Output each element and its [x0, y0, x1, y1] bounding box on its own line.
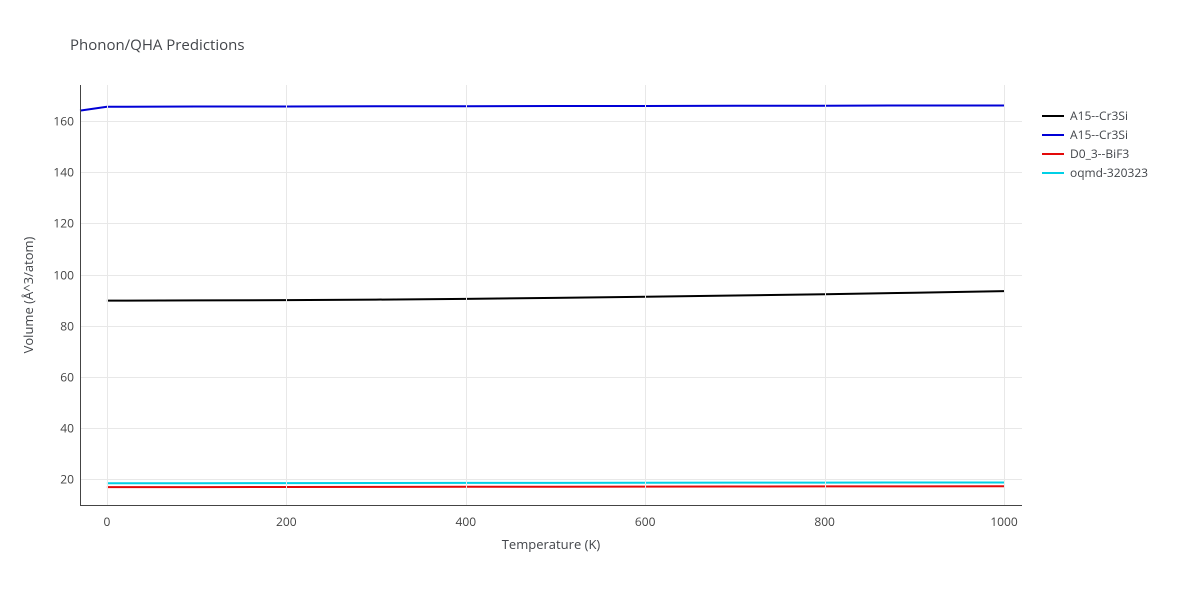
y-tick-label: 100 [46, 266, 74, 283]
x-tick-label: 200 [276, 513, 297, 530]
series-line[interactable] [107, 291, 1004, 300]
y-axis-title: Volume (Å^3/atom) [19, 237, 37, 354]
gridline-h [80, 223, 1022, 224]
legend-label: A15--Cr3Si [1070, 107, 1128, 124]
y-tick-label: 60 [46, 368, 74, 385]
gridline-h [80, 326, 1022, 327]
series-line[interactable] [80, 105, 1004, 110]
legend-swatch [1042, 153, 1064, 155]
x-tick-label: 1000 [990, 513, 1017, 530]
gridline-h [80, 275, 1022, 276]
legend-item[interactable]: D0_3--BiF3 [1042, 144, 1148, 163]
gridline-h [80, 172, 1022, 173]
legend-swatch [1042, 115, 1064, 117]
series-line[interactable] [107, 486, 1004, 487]
x-axis-line [80, 505, 1022, 506]
y-axis-line [80, 85, 81, 505]
x-tick-label: 600 [635, 513, 656, 530]
plot-area [80, 85, 1022, 505]
y-tick-label: 120 [46, 215, 74, 232]
gridline-v [825, 85, 826, 505]
gridline-v [466, 85, 467, 505]
legend-label: oqmd-320323 [1070, 164, 1148, 181]
x-tick-label: 800 [814, 513, 835, 530]
y-tick-label: 40 [46, 420, 74, 437]
gridline-v [286, 85, 287, 505]
legend-swatch [1042, 172, 1064, 174]
series-line[interactable] [107, 482, 1004, 483]
legend-swatch [1042, 134, 1064, 136]
chart-title: Phonon/QHA Predictions [70, 35, 245, 55]
y-tick-label: 140 [46, 164, 74, 181]
gridline-h [80, 479, 1022, 480]
y-tick-label: 20 [46, 471, 74, 488]
gridline-h [80, 377, 1022, 378]
x-tick-label: 400 [455, 513, 476, 530]
gridline-v [1004, 85, 1005, 505]
legend-label: A15--Cr3Si [1070, 126, 1128, 143]
legend: A15--Cr3Si A15--Cr3Si D0_3--BiF3 oqmd-32032… [1042, 106, 1148, 182]
gridline-v [107, 85, 108, 505]
gridline-h [80, 121, 1022, 122]
x-tick-label: 0 [103, 513, 110, 530]
y-tick-label: 160 [46, 112, 74, 129]
legend-item[interactable]: A15--Cr3Si [1042, 125, 1148, 144]
y-tick-label: 80 [46, 317, 74, 334]
series-layer [80, 85, 1022, 505]
legend-item[interactable]: oqmd-320323 [1042, 163, 1148, 182]
gridline-h [80, 428, 1022, 429]
gridline-v [645, 85, 646, 505]
legend-item[interactable]: A15--Cr3Si [1042, 106, 1148, 125]
x-axis-title: Temperature (K) [502, 535, 601, 553]
legend-label: D0_3--BiF3 [1070, 145, 1129, 162]
